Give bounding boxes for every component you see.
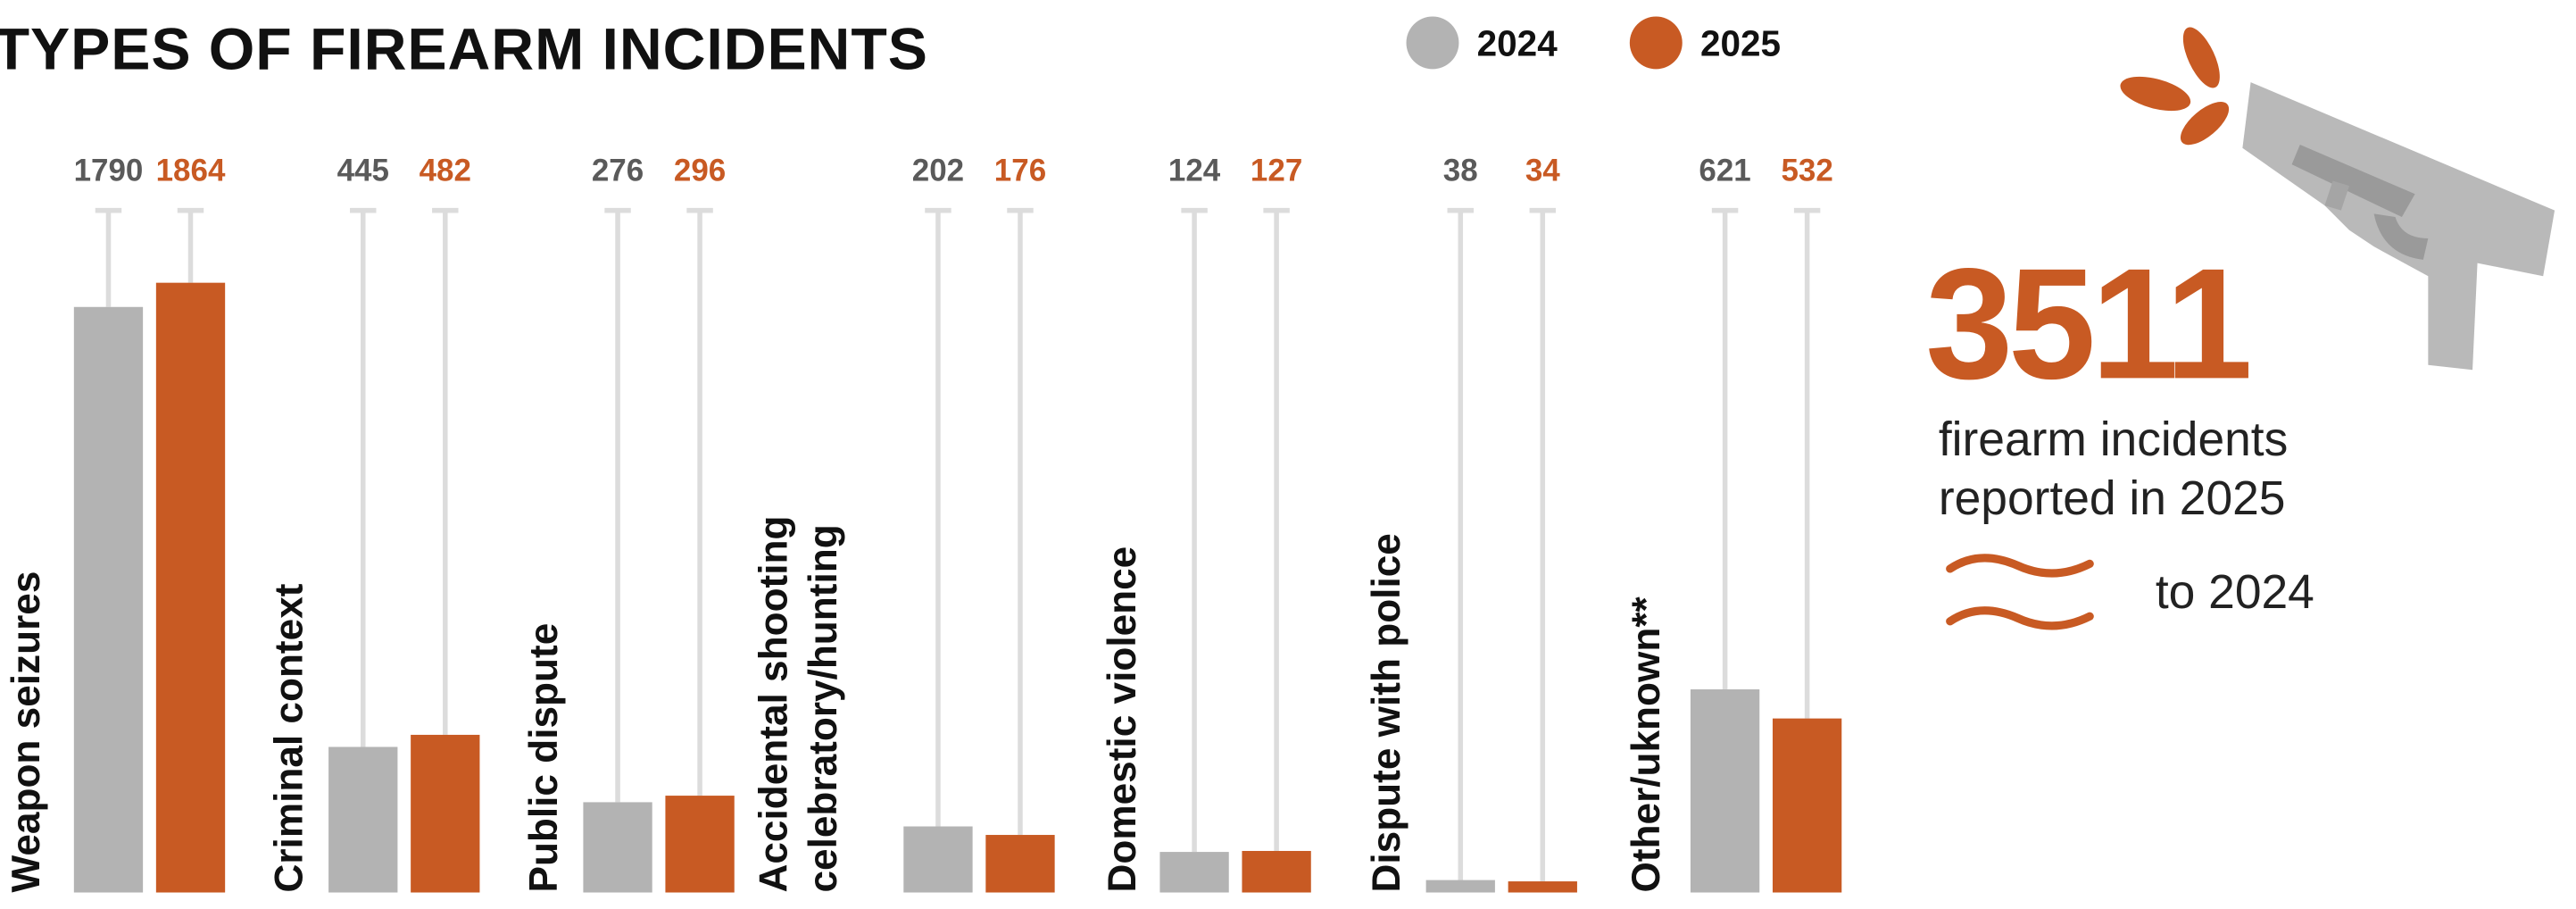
value-label: 202 [912, 154, 964, 188]
value-label: 1790 [74, 154, 144, 188]
value-label: 276 [592, 154, 644, 188]
bar [583, 802, 652, 893]
bar [1690, 689, 1760, 893]
bar [1508, 881, 1577, 893]
value-label: 176 [994, 154, 1046, 188]
value-label: 532 [1781, 154, 1832, 188]
category-label-line: Weapon seizures [4, 571, 48, 893]
category-label-line: Criminal context [268, 583, 312, 892]
legend-swatch [1406, 16, 1459, 70]
bar [73, 306, 144, 893]
bar [665, 796, 735, 893]
bar [903, 826, 973, 893]
bar [328, 746, 398, 893]
callout-text: firearm incidents [1939, 413, 2288, 466]
bar [1425, 880, 1495, 893]
legend-label: 2025 [1700, 23, 1781, 64]
bar [1242, 850, 1311, 893]
category-label: Dispute with police [1365, 533, 1408, 892]
value-label: 482 [420, 154, 471, 188]
category-label-line: celebratory/hunting [802, 524, 845, 892]
category-label: Weapon seizures [4, 571, 48, 893]
value-label: 124 [1168, 154, 1221, 188]
category-label: Other/uknown** [1625, 596, 1668, 892]
bar [1772, 718, 1842, 893]
chart-title: TYPES OF FIREARM INCIDENTS [0, 16, 928, 82]
category-label-line: Other/uknown** [1625, 596, 1668, 892]
category-label-line: Domestic violence [1101, 546, 1144, 893]
category-label-line: Public dispute [522, 623, 566, 893]
callout-text: reported in 2025 [1939, 472, 2286, 525]
category-label-line: Accidental shooting [752, 516, 796, 893]
bar [411, 734, 480, 893]
category-label: Domestic violence [1101, 546, 1144, 893]
value-label: 34 [1525, 154, 1560, 188]
bar [985, 835, 1055, 893]
approx-sign [1946, 554, 2094, 630]
category-label: Public dispute [522, 623, 566, 893]
callout-number: 3511 [1925, 236, 2248, 412]
legend-swatch [1629, 16, 1683, 70]
callout-comparison: to 2024 [2156, 566, 2314, 619]
legend-label: 2024 [1477, 23, 1558, 64]
value-label: 1864 [156, 154, 226, 188]
pistol-icon [2120, 27, 2555, 371]
value-label: 621 [1699, 154, 1750, 188]
bar [155, 282, 226, 893]
bar [1159, 852, 1229, 893]
value-label: 445 [337, 154, 389, 188]
value-label: 296 [674, 154, 726, 188]
category-label: Accidental shooting celebratory/hunting [752, 516, 845, 893]
category-label-line: Dispute with police [1365, 533, 1408, 892]
value-label: 127 [1251, 154, 1302, 188]
value-label: 38 [1443, 154, 1478, 188]
category-label: Criminal context [268, 583, 312, 892]
